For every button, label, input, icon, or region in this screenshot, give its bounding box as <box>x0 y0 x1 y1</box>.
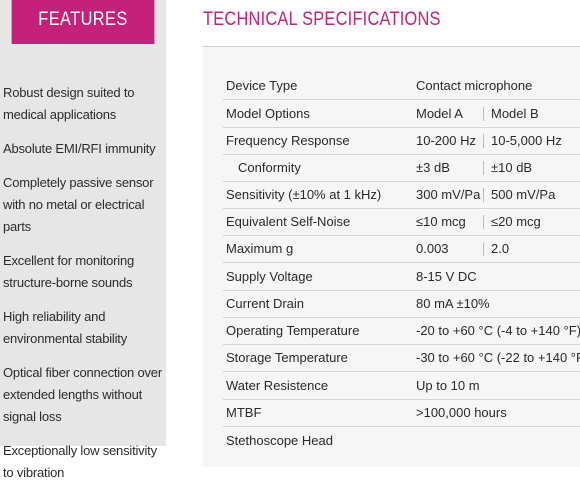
spec-value: 300 mV/Pa <box>416 187 481 202</box>
spec-row-mtbf: MTBF >100,000 hours <box>223 399 580 427</box>
spec-value: 80 mA ±10% <box>416 296 490 311</box>
spec-value-b: Model B <box>491 106 539 121</box>
spec-label: Stethoscope Head <box>226 433 333 448</box>
spec-row-storage-temperature: Storage Temperature -30 to +60 °C (-22 t… <box>223 344 580 372</box>
spec-row-stethoscope-head: Stethoscope Head <box>223 427 580 454</box>
spec-value-b: 2.0 <box>491 241 510 256</box>
spec-row-operating-temperature: Operating Temperature -20 to +60 °C (-4 … <box>223 317 580 345</box>
spec-label: Conformity <box>238 160 301 175</box>
spec-label: Maximum g <box>226 241 294 256</box>
spec-label: Storage Temperature <box>226 350 348 365</box>
spec-label: MTBF <box>226 405 262 420</box>
spec-value: ≤10 mcg <box>416 214 466 229</box>
feature-item: Excellent for monitoring structure-borne… <box>3 253 135 290</box>
spec-value-b: ≤20 mcg <box>491 214 541 229</box>
spec-row-device-type: Device Type Contact microphone <box>223 72 580 100</box>
spec-label: Operating Temperature <box>226 323 360 338</box>
spec-label: Current Drain <box>226 296 305 311</box>
column-divider <box>483 134 484 148</box>
spec-row-water-resistence: Water Resistence Up to 10 m <box>223 372 580 400</box>
feature-item: Exceptionally low sensitivity to vibrati… <box>3 443 157 480</box>
spec-label: Equivalent Self-Noise <box>226 214 351 229</box>
spec-row-sensitivity: Sensitivity (±10% at 1 kHz) 300 mV/Pa 50… <box>223 181 580 209</box>
spec-label: Water Resistence <box>226 378 329 393</box>
feature-item: Robust design suited to medical applicat… <box>3 85 135 122</box>
spec-value: -30 to +60 °C (-22 to +140 °F) <box>416 350 580 365</box>
spec-row-supply-voltage: Supply Voltage 8-15 V DC <box>223 263 580 291</box>
spec-value-b: ±10 dB <box>491 160 533 175</box>
features-title: FEATURES <box>11 0 155 44</box>
spec-value-b: 10-5,000 Hz <box>491 133 562 148</box>
spec-row-frequency-response: Frequency Response 10-200 Hz 10-5,000 Hz <box>223 127 580 155</box>
spec-row-maximum-g: Maximum g 0.003 2.0 <box>223 235 580 263</box>
spec-value: Up to 10 m <box>416 378 480 393</box>
spec-label: Supply Voltage <box>226 269 313 284</box>
feature-item: Optical fiber connection over extended l… <box>3 365 162 424</box>
column-divider <box>483 107 484 121</box>
features-list: Robust design suited to medical applicat… <box>3 82 163 496</box>
feature-item: Absolute EMI/RFI immunity <box>3 141 156 156</box>
feature-item: High reliability and environmental stabi… <box>3 309 128 346</box>
spec-row-current-drain: Current Drain 80 mA ±10% <box>223 290 580 318</box>
spec-label: Device Type <box>226 78 298 93</box>
spec-value: ±3 dB <box>416 160 450 175</box>
spec-row-conformity: Conformity ±3 dB ±10 dB <box>223 154 580 182</box>
spec-value: 0.003 <box>416 241 449 256</box>
column-divider <box>483 188 484 202</box>
spec-value: 8-15 V DC <box>416 269 477 284</box>
spec-value-b: 500 mV/Pa <box>491 187 556 202</box>
spec-value: >100,000 hours <box>416 405 507 420</box>
feature-item: Completely passive sensor with no metal … <box>3 175 154 234</box>
spec-value: 10-200 Hz <box>416 133 476 148</box>
spec-row-self-noise: Equivalent Self-Noise ≤10 mcg ≤20 mcg <box>223 208 580 236</box>
specs-title: TECHNICAL SPECIFICATIONS <box>203 9 441 30</box>
column-divider <box>483 161 484 175</box>
spec-row-model-options: Model Options Model A Model B <box>223 100 580 128</box>
specs-table: Device Type Contact microphone Model Opt… <box>203 46 580 467</box>
spec-label: Frequency Response <box>226 133 350 148</box>
column-divider <box>483 242 484 256</box>
spec-value: Model A <box>416 106 463 121</box>
spec-label: Sensitivity (±10% at 1 kHz) <box>226 187 382 202</box>
features-sidebar: FEATURES Robust design suited to medical… <box>0 0 166 480</box>
spec-label: Model Options <box>226 106 310 121</box>
column-divider <box>483 215 484 229</box>
spec-value: Contact microphone <box>416 78 533 93</box>
spec-value: -20 to +60 °C (-4 to +140 °F) <box>416 323 580 338</box>
